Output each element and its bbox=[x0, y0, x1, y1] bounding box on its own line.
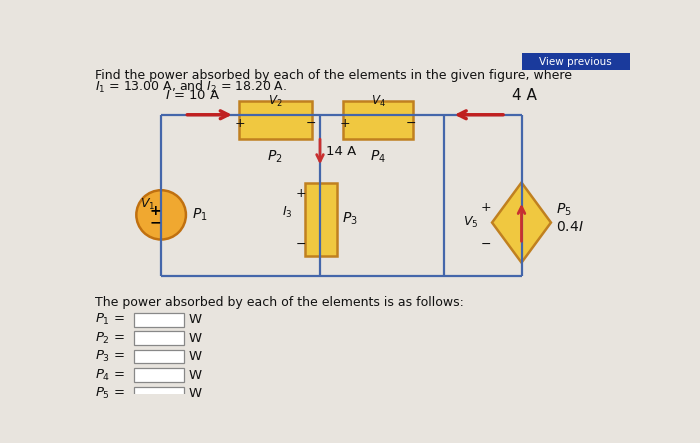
Text: $P_1$: $P_1$ bbox=[192, 207, 208, 223]
Bar bbox=[343, 101, 413, 140]
Text: +: + bbox=[296, 187, 307, 200]
Text: $I_1$ = 13.00 A, and $I_2$ = 18.20 A.: $I_1$ = 13.00 A, and $I_2$ = 18.20 A. bbox=[95, 78, 288, 95]
Text: 14 A: 14 A bbox=[326, 145, 356, 158]
Circle shape bbox=[136, 190, 186, 240]
Text: $I_3$: $I_3$ bbox=[282, 205, 293, 220]
Text: $P_3$ =: $P_3$ = bbox=[95, 349, 125, 364]
Text: $V_2$: $V_2$ bbox=[268, 93, 282, 109]
Text: $V_5$: $V_5$ bbox=[463, 215, 478, 230]
Text: −: − bbox=[296, 238, 307, 251]
Bar bbox=[134, 313, 184, 326]
Text: −: − bbox=[481, 237, 491, 251]
Bar bbox=[239, 101, 312, 140]
Text: $P_2$: $P_2$ bbox=[267, 149, 283, 165]
Text: W: W bbox=[188, 369, 202, 381]
Bar bbox=[134, 331, 184, 345]
Bar bbox=[134, 350, 184, 363]
Text: 0.4$I$: 0.4$I$ bbox=[556, 220, 583, 234]
Text: +: + bbox=[235, 117, 246, 130]
Text: Find the power absorbed by each of the elements in the given figure, where: Find the power absorbed by each of the e… bbox=[95, 69, 573, 82]
Text: +: + bbox=[340, 117, 350, 130]
Text: View previous: View previous bbox=[540, 58, 612, 67]
Text: W: W bbox=[188, 331, 202, 345]
Text: −: − bbox=[149, 216, 161, 229]
Text: $P_1$ =: $P_1$ = bbox=[95, 312, 125, 327]
Text: +: + bbox=[149, 204, 161, 218]
Text: $P_4$ =: $P_4$ = bbox=[95, 368, 125, 383]
Bar bbox=[522, 53, 630, 70]
Text: W: W bbox=[188, 387, 202, 400]
Text: +: + bbox=[480, 201, 491, 214]
Text: $P_5$: $P_5$ bbox=[556, 202, 571, 218]
Text: $I$ = 10 A: $I$ = 10 A bbox=[165, 89, 220, 102]
Text: W: W bbox=[188, 350, 202, 363]
Text: $P_5$ =: $P_5$ = bbox=[95, 386, 125, 401]
Text: −: − bbox=[406, 117, 416, 130]
Bar bbox=[134, 368, 184, 382]
Bar bbox=[304, 183, 337, 256]
Text: $V_1$: $V_1$ bbox=[139, 197, 155, 212]
Text: 4 A: 4 A bbox=[512, 88, 537, 103]
Text: $P_2$ =: $P_2$ = bbox=[95, 330, 125, 346]
Text: $V_4$: $V_4$ bbox=[371, 93, 386, 109]
Bar bbox=[134, 387, 184, 400]
Polygon shape bbox=[492, 183, 551, 263]
Text: W: W bbox=[188, 313, 202, 326]
Text: $P_4$: $P_4$ bbox=[370, 149, 386, 165]
Text: $P_3$: $P_3$ bbox=[342, 210, 358, 227]
Text: The power absorbed by each of the elements is as follows:: The power absorbed by each of the elemen… bbox=[95, 296, 464, 309]
Text: −: − bbox=[305, 117, 316, 130]
